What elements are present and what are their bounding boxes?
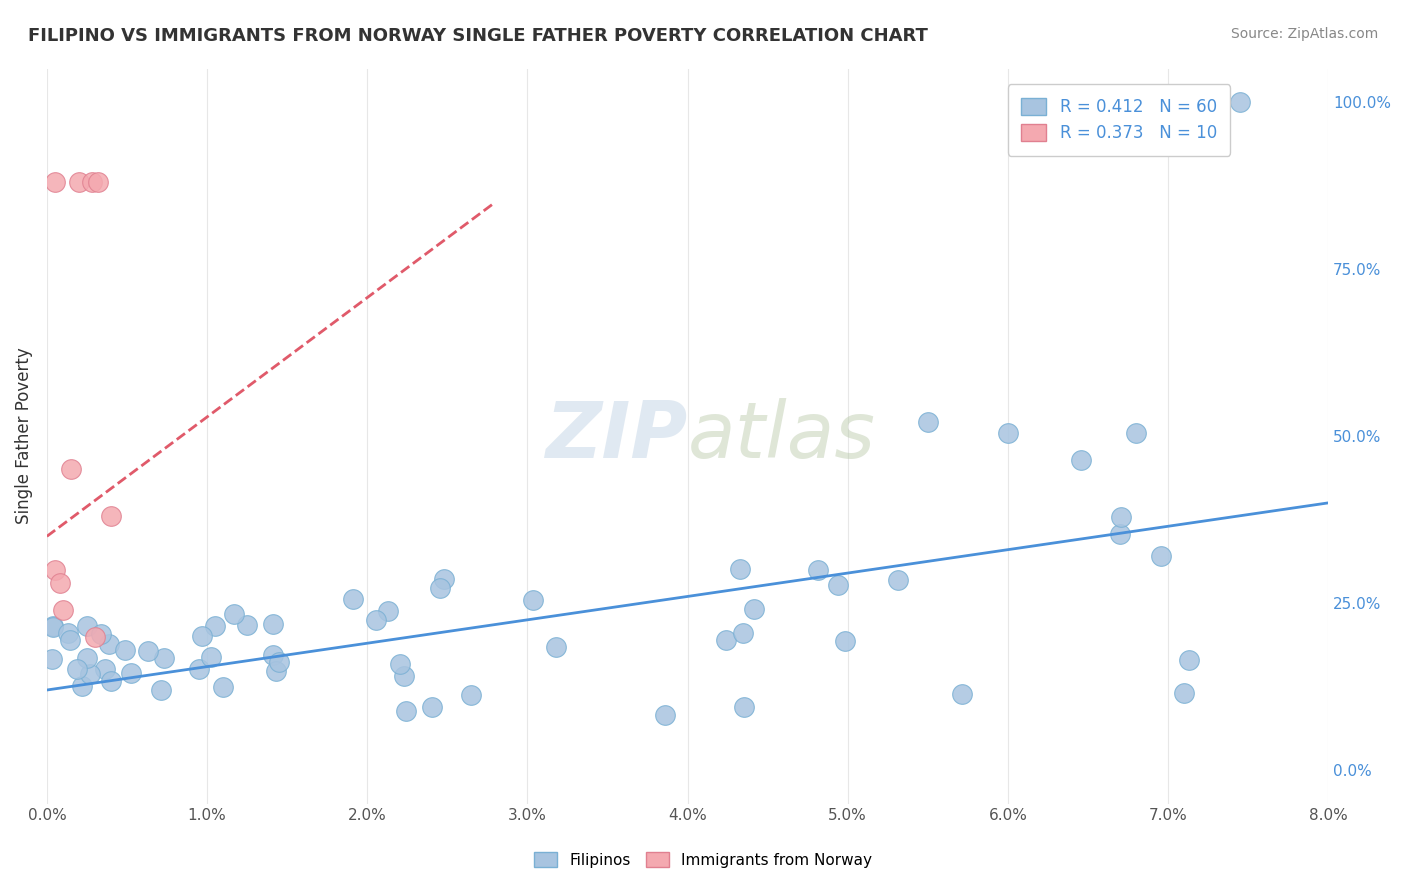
Point [1150,549,1173,563]
Point [917,415,939,429]
Text: atlas: atlas [688,398,876,474]
Legend: Filipinos, Immigrants from Norway: Filipinos, Immigrants from Norway [526,844,880,875]
Point [389,657,412,672]
Y-axis label: Single Father Poverty: Single Father Poverty [15,348,32,524]
Text: FILIPINO VS IMMIGRANTS FROM NORWAY SINGLE FATHER POVERTY CORRELATION CHART: FILIPINO VS IMMIGRANTS FROM NORWAY SINGL… [28,27,928,45]
Point [76,651,98,665]
Point [42,619,65,633]
Point [80,175,103,189]
Legend: R = 0.412   N = 60, R = 0.373   N = 10: R = 0.412 N = 60, R = 0.373 N = 10 [1008,84,1230,155]
Point [76,618,98,632]
Point [744,601,766,615]
Point [429,581,451,595]
Point [269,655,291,669]
Point [200,650,222,665]
Point [153,651,176,665]
Point [733,699,755,714]
Point [224,607,246,622]
Point [1125,425,1147,440]
Point [87,175,110,189]
Point [98,637,121,651]
Point [395,704,418,718]
Point [364,613,387,627]
Point [1070,453,1092,467]
Point [236,618,259,632]
Point [136,644,159,658]
Point [342,592,364,607]
Point [52,603,75,617]
Point [460,688,482,702]
Point [150,682,173,697]
Point [997,425,1019,440]
Point [79,667,101,681]
Point [114,643,136,657]
Text: Source: ZipAtlas.com: Source: ZipAtlas.com [1230,27,1378,41]
Point [728,561,751,575]
Point [44,563,66,577]
Point [420,699,443,714]
Point [90,627,112,641]
Point [120,666,142,681]
Point [70,680,93,694]
Point [433,572,456,586]
Point [1178,653,1201,667]
Point [94,662,117,676]
Point [41,620,63,634]
Point [887,573,910,587]
Point [100,674,122,689]
Point [204,618,226,632]
Point [84,630,107,644]
Point [834,634,856,648]
Point [544,640,567,654]
Point [731,626,754,640]
Point [1109,526,1132,541]
Text: ZIP: ZIP [546,398,688,474]
Point [58,626,80,640]
Point [48,576,70,591]
Point [1173,685,1195,699]
Point [191,629,214,643]
Point [522,592,544,607]
Point [262,616,284,631]
Point [714,632,737,647]
Point [100,509,122,524]
Point [264,664,287,678]
Point [44,175,66,189]
Point [59,462,82,476]
Point [654,708,676,723]
Point [262,648,284,662]
Point [1109,509,1132,524]
Point [377,604,399,618]
Point [66,662,89,676]
Point [827,578,849,592]
Point [59,633,82,648]
Point [41,652,63,666]
Point [950,687,973,701]
Point [1229,95,1251,109]
Point [394,669,416,683]
Point [188,662,211,676]
Point [212,680,235,694]
Point [807,563,830,577]
Point [67,175,90,189]
